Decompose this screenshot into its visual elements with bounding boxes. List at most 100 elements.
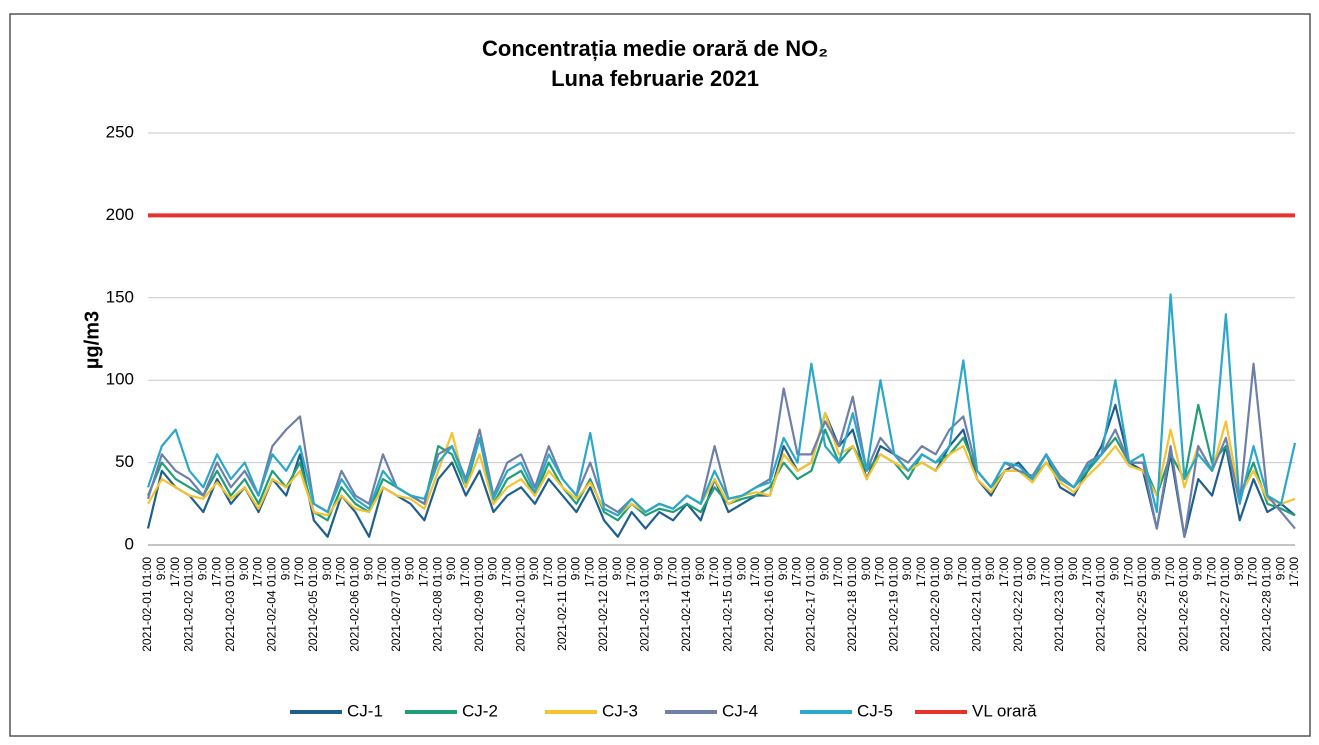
x-tick-label: 2021-02-04 01:00 <box>265 557 279 652</box>
x-tick-label: 9:00 <box>403 557 417 581</box>
x-tick-label: 2021-02-01 01:00 <box>140 557 154 652</box>
chart-title: Concentrația medie orară de NO₂ <box>482 36 828 61</box>
x-tick-label: 17:00 <box>251 557 265 587</box>
x-tick-label: 17:00 <box>790 557 804 587</box>
series-line <box>147 412 1296 517</box>
y-tick-label: 50 <box>115 452 134 471</box>
y-tick-label: 150 <box>106 287 134 306</box>
x-tick-label: 17:00 <box>665 557 679 587</box>
x-tick-label: 2021-02-07 01:00 <box>389 557 403 652</box>
x-tick-label: 17:00 <box>292 557 306 587</box>
x-tick-label: 2021-02-14 01:00 <box>679 557 693 652</box>
x-tick-label: 17:00 <box>873 557 887 587</box>
x-tick-label: 2021-02-15 01:00 <box>721 557 735 652</box>
x-tick-label: 9:00 <box>1108 557 1122 581</box>
x-tick-label: 2021-02-05 01:00 <box>306 557 320 652</box>
x-tick-label: 2021-02-08 01:00 <box>430 557 444 652</box>
x-tick-label: 9:00 <box>776 557 790 581</box>
x-tick-label: 9:00 <box>237 557 251 581</box>
y-tick-label: 0 <box>125 534 134 553</box>
x-tick-label: 2021-02-25 01:00 <box>1135 557 1149 652</box>
x-tick-label: 9:00 <box>444 557 458 581</box>
chart-subtitle: Luna februarie 2021 <box>551 66 759 91</box>
x-tick-label: 17:00 <box>707 557 721 587</box>
x-tick-label: 9:00 <box>817 557 831 581</box>
x-tick-label: 17:00 <box>914 557 928 587</box>
y-axis-label: µg/m3 <box>81 311 103 369</box>
y-tick-label: 100 <box>106 370 134 389</box>
x-tick-label: 9:00 <box>361 557 375 581</box>
x-tick-label: 2021-02-18 01:00 <box>845 557 859 652</box>
x-tick-label: 9:00 <box>486 557 500 581</box>
x-tick-label: 17:00 <box>624 557 638 587</box>
x-tick-label: 2021-02-09 01:00 <box>472 557 486 652</box>
x-tick-label: 9:00 <box>195 557 209 581</box>
x-tick-label: 2021-02-22 01:00 <box>1011 557 1025 652</box>
x-tick-label: 2021-02-27 01:00 <box>1218 557 1232 652</box>
x-tick-label: 2021-02-11 01:00 <box>555 557 569 651</box>
x-tick-label: 2021-02-28 01:00 <box>1260 557 1274 652</box>
x-tick-label: 9:00 <box>651 557 665 581</box>
y-tick-label: 250 <box>106 122 134 141</box>
x-tick-label: 17:00 <box>831 557 845 587</box>
x-tick-label: 17:00 <box>1121 557 1135 587</box>
x-tick-label: 2021-02-26 01:00 <box>1177 557 1191 652</box>
x-tick-label: 2021-02-24 01:00 <box>1094 557 1108 652</box>
x-tick-label: 2021-02-20 01:00 <box>928 557 942 652</box>
x-tick-label: 17:00 <box>209 557 223 587</box>
series-line <box>146 293 1297 517</box>
x-tick-label: 9:00 <box>1232 557 1246 581</box>
x-tick-label: 17:00 <box>582 557 596 587</box>
x-tick-label: 9:00 <box>610 557 624 581</box>
x-tick-label: 9:00 <box>1025 557 1039 581</box>
x-tick-label: 9:00 <box>154 557 168 581</box>
x-tick-label: 2021-02-21 01:00 <box>969 557 983 652</box>
x-tick-label: 17:00 <box>748 557 762 587</box>
x-tick-label: 9:00 <box>734 557 748 581</box>
x-tick-label: 2021-02-06 01:00 <box>347 557 361 652</box>
x-tick-label: 2021-02-12 01:00 <box>596 557 610 652</box>
legend-label: CJ-1 <box>347 701 383 720</box>
x-tick-label: 9:00 <box>320 557 334 581</box>
x-tick-label: 9:00 <box>1066 557 1080 581</box>
chart-frame <box>9 13 1311 737</box>
x-tick-label: 17:00 <box>168 557 182 587</box>
x-tick-label: 17:00 <box>417 557 431 587</box>
x-tick-label: 9:00 <box>942 557 956 581</box>
x-tick-label: 2021-02-23 01:00 <box>1052 557 1066 652</box>
legend-label: CJ-5 <box>857 701 893 720</box>
x-tick-label: 2021-02-10 01:00 <box>513 557 527 652</box>
x-tick-label: 2021-02-16 01:00 <box>762 557 776 652</box>
x-tick-label: 17:00 <box>499 557 513 587</box>
x-tick-label: 17:00 <box>334 557 348 587</box>
x-tick-label: 17:00 <box>1163 557 1177 587</box>
legend-label: VL orară <box>972 701 1037 720</box>
x-tick-label: 9:00 <box>859 557 873 581</box>
x-tick-label: 17:00 <box>997 557 1011 587</box>
y-tick-label: 200 <box>106 205 134 224</box>
x-tick-label: 2021-02-17 01:00 <box>803 557 817 652</box>
x-tick-label: 17:00 <box>1080 557 1094 587</box>
x-tick-label: 17:00 <box>956 557 970 587</box>
x-tick-label: 17:00 <box>1287 557 1301 587</box>
x-tick-label: 17:00 <box>541 557 555 587</box>
x-tick-label: 9:00 <box>569 557 583 581</box>
legend-label: CJ-2 <box>462 701 498 720</box>
x-tick-label: 17:00 <box>375 557 389 587</box>
x-tick-label: 9:00 <box>278 557 292 581</box>
legend-label: CJ-4 <box>722 701 758 720</box>
x-tick-label: 2021-02-19 01:00 <box>886 557 900 652</box>
x-tick-label: 17:00 <box>1204 557 1218 587</box>
legend-label: CJ-3 <box>602 701 638 720</box>
x-tick-label: 17:00 <box>458 557 472 587</box>
x-tick-label: 9:00 <box>900 557 914 581</box>
x-tick-label: 2021-02-03 01:00 <box>223 557 237 652</box>
x-tick-label: 2021-02-02 01:00 <box>182 557 196 652</box>
x-tick-label: 2021-02-13 01:00 <box>638 557 652 652</box>
series-line <box>146 362 1296 538</box>
x-tick-label: 9:00 <box>1273 557 1287 581</box>
x-tick-label: 9:00 <box>527 557 541 581</box>
x-tick-label: 9:00 <box>1149 557 1163 581</box>
x-tick-label: 17:00 <box>1246 557 1260 587</box>
